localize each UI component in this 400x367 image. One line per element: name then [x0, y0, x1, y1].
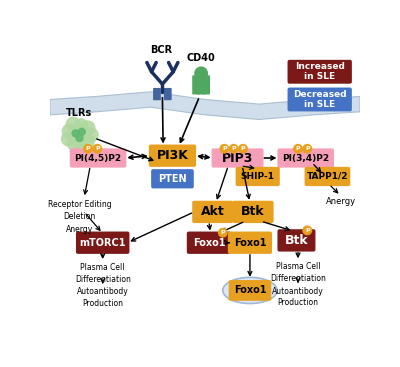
- Text: TAPP1/2: TAPP1/2: [307, 172, 348, 181]
- Text: P: P: [86, 146, 90, 151]
- FancyBboxPatch shape: [236, 167, 280, 186]
- FancyBboxPatch shape: [153, 88, 161, 100]
- Text: Akt: Akt: [201, 206, 225, 218]
- Text: Autoantibody
Production: Autoantibody Production: [77, 287, 128, 308]
- FancyBboxPatch shape: [164, 88, 172, 100]
- FancyBboxPatch shape: [228, 232, 272, 254]
- FancyBboxPatch shape: [278, 148, 334, 168]
- Text: Autoantibody
Production: Autoantibody Production: [272, 287, 324, 308]
- FancyBboxPatch shape: [192, 75, 201, 94]
- FancyBboxPatch shape: [192, 201, 233, 223]
- Text: Increased
in SLE: Increased in SLE: [295, 62, 345, 81]
- Ellipse shape: [223, 277, 277, 304]
- Text: Anergy: Anergy: [326, 196, 356, 206]
- FancyBboxPatch shape: [76, 232, 130, 254]
- Text: SHIP-1: SHIP-1: [241, 172, 275, 181]
- Text: Foxo1: Foxo1: [193, 238, 225, 248]
- Circle shape: [62, 124, 76, 138]
- Text: BCR: BCR: [150, 45, 172, 55]
- Circle shape: [76, 135, 83, 141]
- Circle shape: [195, 67, 207, 80]
- PathPatch shape: [50, 92, 360, 120]
- Text: Plasma Cell
Differentiation: Plasma Cell Differentiation: [75, 263, 131, 284]
- Circle shape: [303, 226, 312, 235]
- Text: P: P: [95, 146, 100, 151]
- Text: Btk: Btk: [285, 234, 308, 247]
- Text: P: P: [241, 146, 245, 151]
- Text: PTEN: PTEN: [158, 174, 187, 184]
- FancyBboxPatch shape: [70, 148, 126, 168]
- Circle shape: [62, 132, 76, 146]
- Circle shape: [78, 128, 85, 135]
- FancyBboxPatch shape: [202, 75, 210, 94]
- Text: Decreased
in SLE: Decreased in SLE: [293, 90, 346, 109]
- FancyBboxPatch shape: [288, 60, 352, 84]
- Text: P: P: [222, 146, 227, 151]
- Text: TLRs: TLRs: [66, 108, 92, 118]
- Circle shape: [218, 228, 227, 237]
- Circle shape: [72, 130, 79, 137]
- Circle shape: [84, 145, 92, 153]
- Text: Foxo1: Foxo1: [234, 286, 266, 295]
- Circle shape: [220, 145, 229, 153]
- Text: PI(3,4)P2: PI(3,4)P2: [282, 153, 329, 163]
- FancyBboxPatch shape: [288, 88, 352, 112]
- FancyBboxPatch shape: [187, 232, 231, 254]
- Circle shape: [80, 134, 94, 148]
- Text: P: P: [305, 146, 310, 151]
- Text: PI3K: PI3K: [156, 149, 188, 162]
- FancyBboxPatch shape: [278, 229, 316, 251]
- Circle shape: [239, 145, 247, 153]
- Circle shape: [230, 145, 238, 153]
- FancyBboxPatch shape: [197, 72, 205, 94]
- Text: Btk: Btk: [241, 206, 265, 218]
- Circle shape: [294, 145, 302, 153]
- Text: Foxo1: Foxo1: [234, 238, 266, 248]
- FancyBboxPatch shape: [232, 201, 274, 223]
- Circle shape: [93, 145, 102, 153]
- Circle shape: [66, 117, 80, 131]
- Circle shape: [303, 145, 312, 153]
- FancyBboxPatch shape: [304, 167, 350, 186]
- Circle shape: [75, 140, 88, 154]
- FancyBboxPatch shape: [151, 169, 194, 188]
- Text: Receptor Editing
Deletion
Anergy: Receptor Editing Deletion Anergy: [48, 200, 111, 233]
- Circle shape: [84, 128, 98, 142]
- Text: Plasma Cell
Differentiation: Plasma Cell Differentiation: [270, 262, 326, 283]
- Circle shape: [81, 121, 95, 135]
- Circle shape: [68, 137, 81, 150]
- FancyBboxPatch shape: [229, 280, 271, 301]
- Text: PIP3: PIP3: [222, 152, 253, 164]
- Text: PI(4,5)P2: PI(4,5)P2: [74, 153, 122, 163]
- Circle shape: [74, 119, 88, 133]
- Ellipse shape: [71, 127, 88, 143]
- Text: P: P: [220, 230, 225, 235]
- FancyBboxPatch shape: [149, 145, 196, 167]
- Text: P: P: [305, 228, 310, 233]
- FancyBboxPatch shape: [212, 148, 264, 168]
- Text: CD40: CD40: [187, 52, 216, 62]
- Text: P: P: [231, 146, 236, 151]
- Text: mTORC1: mTORC1: [80, 238, 126, 248]
- Text: P: P: [296, 146, 300, 151]
